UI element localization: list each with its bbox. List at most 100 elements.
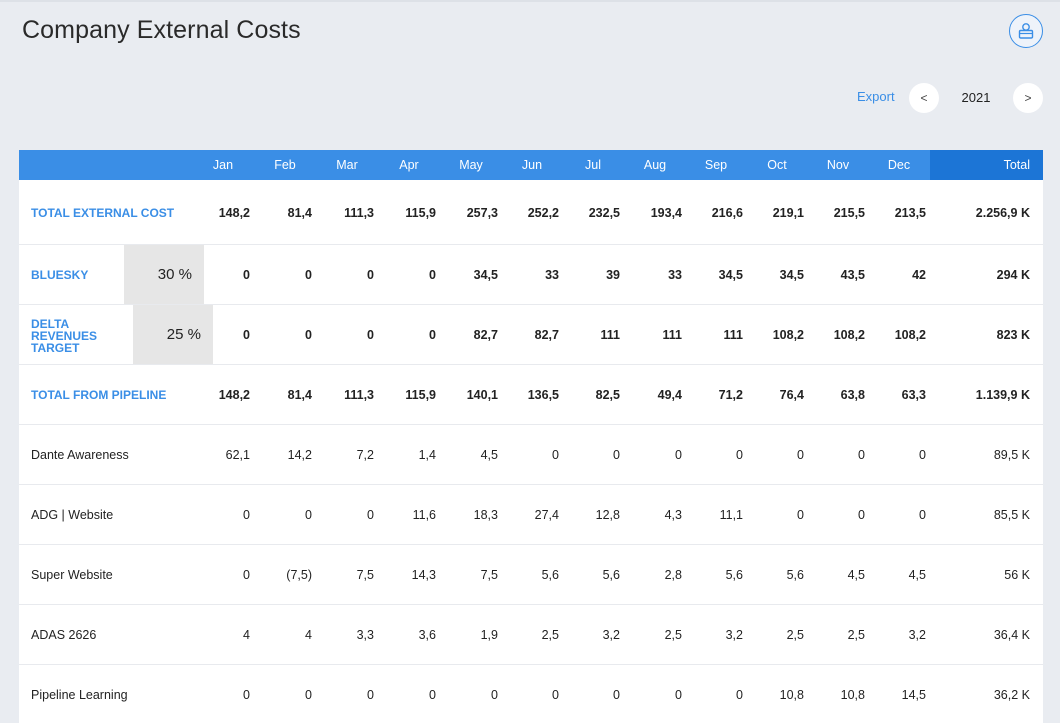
value-cell: 11,1	[719, 508, 743, 522]
value-cell: 1,4	[418, 448, 436, 462]
value-cell: 0	[491, 688, 498, 702]
header-month-may: May	[459, 158, 483, 172]
value-cell: 81,4	[287, 388, 312, 402]
header-month-oct: Oct	[767, 158, 787, 172]
header-month-jul: Jul	[585, 158, 601, 172]
row-label: ADG | Website	[31, 508, 114, 522]
header-total: Total	[930, 150, 1043, 180]
row-label[interactable]: DELTA REVENUES TARGET	[31, 318, 97, 354]
value-cell: 2,5	[847, 628, 865, 642]
profile-settings-icon	[1018, 23, 1034, 39]
value-cell: 213,5	[894, 206, 926, 220]
export-link[interactable]: Export	[857, 89, 895, 104]
value-cell: 0	[552, 448, 559, 462]
percent-input[interactable]: 30 %	[124, 245, 204, 304]
value-cell: 14,3	[411, 568, 436, 582]
value-cell: 5,6	[725, 568, 743, 582]
value-cell: 140,1	[466, 388, 498, 402]
table-header: Total Jan Feb Mar Apr May Jun Jul Aug Sep Oct Nov D…	[19, 150, 1043, 180]
table-row: Dante Awareness 62,1 14,2 7,2 1,4 4,5 0 0 0 0 0 0 0 8…	[19, 424, 1043, 484]
value-cell: 216,6	[711, 206, 743, 220]
value-cell: 4,5	[480, 448, 498, 462]
row-label[interactable]: TOTAL EXTERNAL COST	[31, 206, 175, 220]
value-cell: 39	[606, 268, 620, 282]
value-cell: 2,5	[786, 628, 804, 642]
value-cell: 0	[736, 448, 743, 462]
value-cell: 0	[797, 448, 804, 462]
value-cell: 111,3	[344, 388, 374, 402]
top-divider	[0, 0, 1060, 2]
value-cell: 0	[305, 508, 312, 522]
value-cell: 7,2	[356, 448, 374, 462]
value-cell: 0	[367, 328, 374, 342]
table-row: Super Website 0 (7,5) 7,5 14,3 7,5 5,6 5,6 2,8 5,…	[19, 544, 1043, 604]
table-row: 30 % BLUESKY 0 0 0 0 34,5 33 39 33 34,5 34,5 43,5 42 2…	[19, 244, 1043, 304]
value-cell: 0	[243, 508, 250, 522]
costs-table: Total Jan Feb Mar Apr May Jun Jul Aug Sep Oct Nov D…	[19, 150, 1043, 723]
row-label: Pipeline Learning	[31, 688, 128, 702]
value-cell: 111	[600, 328, 620, 342]
value-cell: 4	[305, 628, 312, 642]
previous-year-button[interactable]: <	[909, 83, 939, 113]
value-cell: 0	[367, 688, 374, 702]
total-cell: 823 K	[996, 328, 1030, 342]
row-label-line: TARGET	[31, 341, 80, 355]
value-cell: 4,3	[664, 508, 682, 522]
value-cell: 252,2	[527, 206, 559, 220]
value-cell: 3,6	[418, 628, 436, 642]
row-label[interactable]: TOTAL FROM PIPELINE	[31, 388, 167, 402]
header-month-dec: Dec	[887, 158, 911, 172]
value-cell: 4,5	[908, 568, 926, 582]
total-cell: 89,5 K	[993, 448, 1030, 462]
value-cell: 0	[305, 328, 312, 342]
value-cell: 0	[305, 688, 312, 702]
value-cell: 3,3	[356, 628, 374, 642]
value-cell: 63,8	[840, 388, 865, 402]
year-label: 2021	[961, 90, 991, 105]
value-cell: 2,5	[664, 628, 682, 642]
value-cell: 108,2	[833, 328, 865, 342]
total-cell: 2.256,9 K	[975, 206, 1030, 220]
value-cell: 34,5	[718, 268, 743, 282]
value-cell: 82,5	[595, 388, 620, 402]
value-cell: 0	[243, 328, 250, 342]
total-cell: 36,2 K	[993, 688, 1030, 702]
table-row: ADAS 2626 4 4 3,3 3,6 1,9 2,5 3,2 2,5 3,2 2,5 2,5 3,…	[19, 604, 1043, 664]
value-cell: 0	[429, 688, 436, 702]
header-month-nov: Nov	[826, 158, 850, 172]
value-cell: 0	[429, 328, 436, 342]
value-cell: 115,9	[405, 206, 436, 220]
value-cell: 14,5	[901, 688, 926, 702]
value-cell: 63,3	[901, 388, 926, 402]
value-cell: 1,9	[480, 628, 498, 642]
row-label: Dante Awareness	[31, 448, 129, 462]
value-cell: 0	[858, 508, 865, 522]
row-label[interactable]: BLUESKY	[31, 268, 89, 282]
value-cell: 81,4	[287, 206, 312, 220]
total-cell: 1.139,9 K	[975, 388, 1030, 402]
header-month-apr: Apr	[399, 158, 419, 172]
value-cell: 0	[243, 268, 250, 282]
value-cell: 0	[429, 268, 436, 282]
value-cell: 18,3	[473, 508, 498, 522]
value-cell: 2,5	[541, 628, 559, 642]
value-cell: 71,2	[718, 388, 743, 402]
value-cell: 115,9	[405, 388, 436, 402]
value-cell: 0	[367, 508, 374, 522]
value-cell: 111	[723, 328, 743, 342]
value-cell: 148,2	[218, 388, 250, 402]
value-cell: 7,5	[480, 568, 498, 582]
value-cell: 0	[858, 448, 865, 462]
value-cell: 111,3	[344, 206, 374, 220]
percent-input[interactable]: 25 %	[133, 305, 213, 364]
value-cell: 76,4	[779, 388, 804, 402]
value-cell: 33	[668, 268, 682, 282]
value-cell: 62,1	[225, 448, 250, 462]
next-year-button[interactable]: >	[1013, 83, 1043, 113]
total-cell: 36,4 K	[993, 628, 1030, 642]
value-cell: 3,2	[908, 628, 926, 642]
value-cell: 0	[613, 448, 620, 462]
profile-button[interactable]	[1009, 14, 1043, 48]
value-cell: 7,5	[356, 568, 374, 582]
value-cell: 0	[305, 268, 312, 282]
